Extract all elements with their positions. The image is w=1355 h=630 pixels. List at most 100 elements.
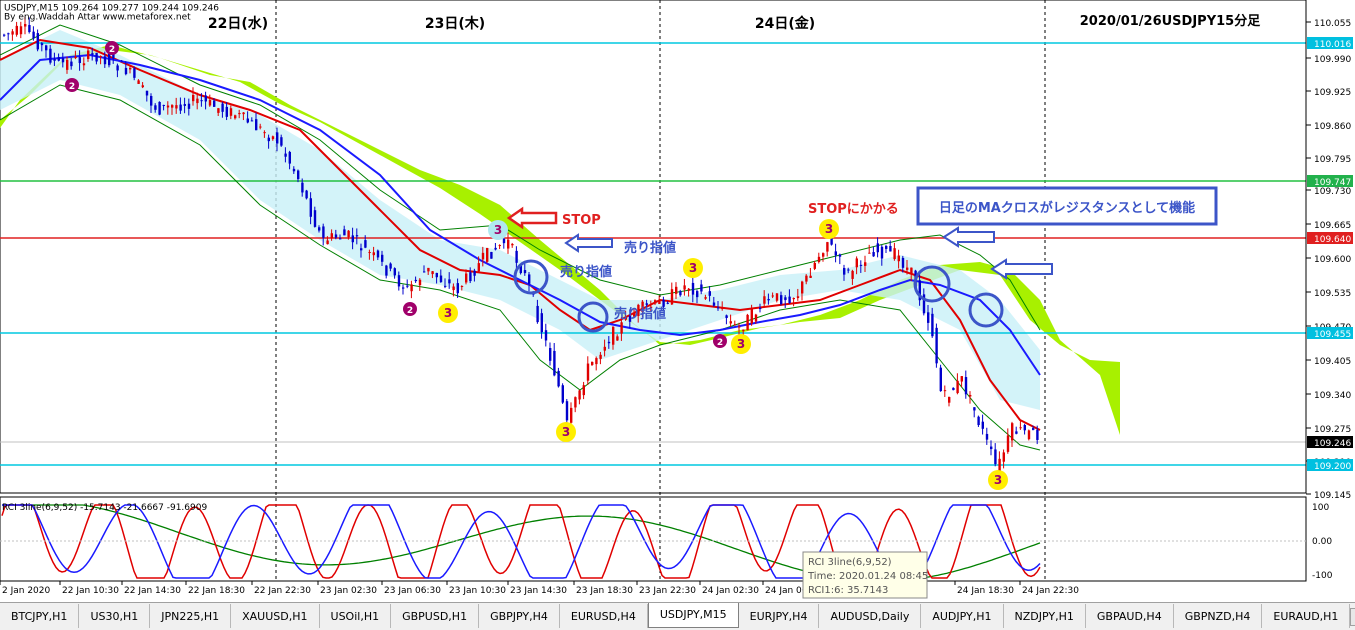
- price-badge-label: 109.246: [1314, 439, 1351, 449]
- price-chart[interactable]: 110.055 109.990 109.925 109.860 109.795 109.7…: [0, 0, 1355, 600]
- candle-body: [250, 120, 254, 122]
- candle-body: [687, 288, 690, 291]
- candle-body: [162, 104, 165, 106]
- bollinger-lower: [0, 84, 1041, 451]
- tab-jpn225-h1[interactable]: JPN225,H1: [150, 604, 232, 628]
- ma-blue: [0, 53, 1041, 376]
- candle-body: [738, 326, 741, 328]
- candle-body: [868, 252, 871, 254]
- candle-body: [960, 376, 963, 382]
- rci-tooltip: RCI 3line(6,9,52) Time: 2020.01.24 08:45…: [802, 551, 928, 599]
- candle-body: [36, 33, 39, 50]
- candle-body: [368, 252, 371, 254]
- price-tick-label: 109.925: [1314, 88, 1351, 98]
- price-badge-label: 109.455: [1314, 330, 1351, 340]
- candle-body: [725, 315, 728, 319]
- wave-marker: [65, 78, 79, 92]
- candle-body: [792, 297, 795, 300]
- sell-circle: [913, 265, 951, 303]
- candle-body: [292, 168, 296, 172]
- tab-scroll-controls: ◀▶: [1350, 603, 1355, 630]
- candle-body: [910, 267, 913, 274]
- tab-eurusd-h4[interactable]: EURUSD,H4: [560, 604, 648, 628]
- candle-body: [238, 113, 241, 115]
- price-tick-label: 109.860: [1314, 122, 1351, 132]
- wave-marker: [438, 303, 458, 323]
- candle-body: [637, 304, 640, 317]
- candle-body: [830, 235, 833, 245]
- candle-body: [288, 151, 291, 164]
- time-tick-label: 2 Jan 2020: [2, 586, 50, 596]
- wave-label: 2: [69, 82, 75, 92]
- time-tick-label: 22 Jan 10:30: [62, 586, 119, 596]
- indicator-axis-label: -100: [1312, 571, 1333, 581]
- wave-label: 3: [494, 223, 502, 237]
- candle-body: [578, 390, 581, 400]
- sell-limit-label: 売り指値: [624, 240, 676, 256]
- candle-body: [1036, 429, 1039, 440]
- candle-body: [528, 274, 531, 284]
- day-label: 24日(金): [755, 15, 815, 32]
- candle-body: [696, 291, 699, 298]
- tab-scroll-left-icon[interactable]: ◀: [1350, 607, 1355, 626]
- tab-eurjpy-h4[interactable]: EURJPY,H4: [739, 604, 820, 628]
- price-tick-label: 109.275: [1314, 425, 1351, 435]
- candle-body: [620, 322, 623, 334]
- candle-body: [683, 285, 686, 290]
- candle-body: [746, 314, 749, 331]
- tab-gbpjpy-h4[interactable]: GBPJPY,H4: [479, 604, 560, 628]
- candle-body: [1023, 424, 1026, 431]
- bollinger-upper: [0, 24, 1041, 331]
- tab-audusd-daily[interactable]: AUDUSD,Daily: [819, 604, 922, 628]
- candle-body: [301, 182, 304, 193]
- price-tick-label: 109.340: [1314, 391, 1351, 401]
- candle-body: [931, 313, 934, 337]
- candle-body: [969, 394, 972, 397]
- price-badge: [1307, 436, 1353, 448]
- candle-body: [15, 25, 18, 35]
- tab-audjpy-h1[interactable]: AUDJPY,H1: [921, 604, 1004, 628]
- candle-body: [326, 240, 329, 245]
- annotation-box: [916, 186, 1218, 226]
- candle-body: [838, 254, 842, 257]
- wave-label: 3: [737, 337, 745, 351]
- tab-usdjpy-m15[interactable]: USDJPY,M15: [647, 603, 739, 628]
- wave-label: 3: [825, 222, 833, 236]
- candle-body: [906, 267, 909, 270]
- sell-circle: [513, 259, 549, 295]
- candle-body: [981, 421, 984, 429]
- tab-us30-h1[interactable]: US30,H1: [79, 604, 151, 628]
- tab-gbpaud-h4[interactable]: GBPAUD,H4: [1086, 604, 1174, 628]
- candle-body: [872, 252, 875, 257]
- tab-nzdjpy-h1[interactable]: NZDJPY,H1: [1004, 604, 1086, 628]
- tab-xauusd-h1[interactable]: XAUUSD,H1: [231, 604, 320, 628]
- candle-body: [935, 327, 938, 364]
- candle-body: [809, 275, 812, 278]
- tab-gbpnzd-h4[interactable]: GBPNZD,H4: [1174, 604, 1263, 628]
- candle-body: [880, 246, 884, 259]
- wave-markers: 2 2 2 3 3 3 3 2 3 3 3: [65, 41, 1008, 490]
- wave-marker: [713, 334, 727, 348]
- candle-body: [460, 285, 464, 287]
- candle-body: [742, 329, 745, 332]
- candle-body: [229, 108, 233, 116]
- tab-btcjpy-h1[interactable]: BTCJPY,H1: [0, 604, 80, 628]
- wave-marker: [403, 302, 417, 316]
- stop-label: STOP: [562, 213, 601, 228]
- candle-body: [61, 58, 65, 63]
- candle-body: [1011, 423, 1014, 441]
- candle-body: [633, 313, 636, 317]
- candle-body: [187, 103, 191, 109]
- candle-body: [486, 247, 489, 262]
- tab-usoil-h1[interactable]: USOil,H1: [320, 604, 392, 628]
- candle-body: [267, 137, 270, 142]
- tab-gbpusd-h1[interactable]: GBPUSD,H1: [391, 604, 480, 628]
- candle-body: [120, 60, 123, 62]
- candle-body: [200, 100, 203, 102]
- time-axis: 2 Jan 2020 22 Jan 10:30 22 Jan 14:30 22 Jan…: [0, 581, 1079, 596]
- tab-euraud-h1[interactable]: EURAUD,H1: [1262, 604, 1351, 628]
- candle-body: [855, 258, 858, 268]
- candle-body: [322, 226, 325, 238]
- candle-body: [347, 230, 350, 238]
- candle-body: [851, 270, 854, 279]
